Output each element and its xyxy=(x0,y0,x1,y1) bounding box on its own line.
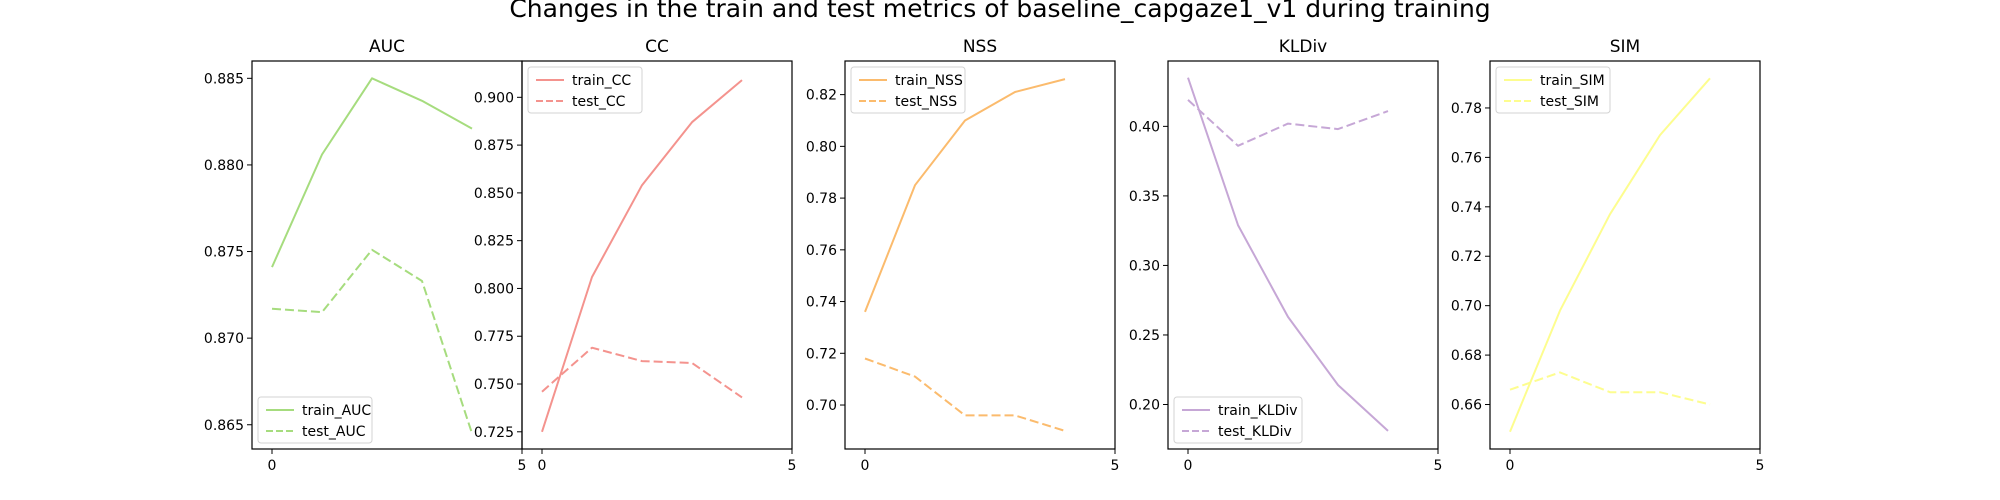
subplot-title: SIM xyxy=(1610,37,1640,57)
x-tick-label: 5 xyxy=(788,458,797,474)
series-line-train_NSS xyxy=(864,78,1066,313)
legend-label: test_CC xyxy=(572,94,626,110)
y-tick-label: 0.885 xyxy=(204,71,244,87)
series-line-test_AUC xyxy=(271,248,473,434)
y-tick-label: 0.35 xyxy=(1129,189,1160,205)
x-tick-label: 0 xyxy=(1184,458,1193,474)
y-tick-label: 0.865 xyxy=(204,418,244,434)
y-tick-label: 0.40 xyxy=(1129,119,1160,135)
y-tick-label: 0.78 xyxy=(806,191,837,207)
y-tick-label: 0.750 xyxy=(474,377,514,393)
y-tick-label: 0.76 xyxy=(1451,150,1482,166)
series-line-test_KLDiv xyxy=(1187,99,1389,147)
y-tick-label: 0.900 xyxy=(474,90,514,106)
legend-label: test_SIM xyxy=(1540,94,1599,110)
series-line-test_CC xyxy=(541,346,743,399)
y-tick-label: 0.850 xyxy=(474,186,514,202)
y-tick-label: 0.30 xyxy=(1129,258,1160,274)
y-tick-label: 0.20 xyxy=(1129,397,1160,413)
x-tick-label: 0 xyxy=(538,458,547,474)
x-tick-label: 5 xyxy=(1434,458,1443,474)
series-line-train_SIM xyxy=(1509,77,1711,433)
y-tick-label: 0.80 xyxy=(806,139,837,155)
y-tick-label: 0.76 xyxy=(806,243,837,259)
y-tick-label: 0.25 xyxy=(1129,328,1160,344)
subplot-sim: SIM 0.66 0.68 0.70 0.72 0.74 0.76 0.78 0 5 train_S… xyxy=(1451,37,1765,474)
series-line-test_SIM xyxy=(1509,371,1711,406)
series-line-test_NSS xyxy=(864,357,1066,432)
subplot-title: NSS xyxy=(963,37,997,57)
axes-frame xyxy=(1489,60,1761,450)
subplot-title: AUC xyxy=(369,37,405,57)
x-tick-label: 0 xyxy=(1506,458,1515,474)
y-tick-label: 0.875 xyxy=(474,138,514,154)
x-tick-label: 5 xyxy=(518,458,527,474)
legend-label: test_AUC xyxy=(302,424,366,440)
legend-label: test_KLDiv xyxy=(1218,424,1292,440)
legend-label: test_NSS xyxy=(895,94,957,110)
y-tick-label: 0.68 xyxy=(1451,348,1482,364)
subplot-cc: CC 0.725 0.750 0.775 0.800 0.825 0.850 0.875 0.9… xyxy=(474,37,797,474)
y-tick-label: 0.870 xyxy=(204,331,244,347)
figure-title: Changes in the train and test metrics of… xyxy=(509,0,1491,23)
x-tick-label: 0 xyxy=(861,458,870,474)
subplot-kldiv: KLDiv 0.20 0.25 0.30 0.35 0.40 0 5 train_KLDivte… xyxy=(1129,37,1443,474)
subplot-title: KLDiv xyxy=(1279,37,1328,57)
y-tick-label: 0.880 xyxy=(204,158,244,174)
y-tick-label: 0.66 xyxy=(1451,398,1482,414)
series-line-train_CC xyxy=(541,79,743,433)
x-tick-label: 5 xyxy=(1111,458,1120,474)
series-line-train_KLDiv xyxy=(1187,77,1389,432)
y-tick-label: 0.72 xyxy=(806,346,837,362)
legend-label: train_KLDiv xyxy=(1218,403,1298,419)
y-tick-label: 0.825 xyxy=(474,234,514,250)
legend-label: train_CC xyxy=(572,73,631,89)
axes-frame xyxy=(521,60,793,450)
y-tick-label: 0.70 xyxy=(806,398,837,414)
y-tick-label: 0.74 xyxy=(806,295,837,311)
y-tick-label: 0.72 xyxy=(1451,249,1482,265)
y-tick-label: 0.775 xyxy=(474,329,514,345)
subplot-nss: NSS 0.70 0.72 0.74 0.76 0.78 0.80 0.82 0 5 train_N… xyxy=(806,37,1120,474)
series-line-train_AUC xyxy=(271,77,473,268)
legend-label: train_AUC xyxy=(302,403,371,419)
y-tick-label: 0.82 xyxy=(806,88,837,104)
legend-label: train_NSS xyxy=(895,73,963,89)
y-tick-label: 0.70 xyxy=(1451,299,1482,315)
x-tick-label: 0 xyxy=(268,458,277,474)
y-tick-label: 0.800 xyxy=(474,281,514,297)
y-tick-label: 0.875 xyxy=(204,245,244,261)
axes-frame xyxy=(1167,60,1439,450)
legend-label: train_SIM xyxy=(1540,73,1605,89)
x-tick-label: 5 xyxy=(1756,458,1765,474)
y-tick-label: 0.725 xyxy=(474,425,514,441)
y-tick-label: 0.74 xyxy=(1451,200,1482,216)
axes-frame xyxy=(844,60,1116,450)
subplot-title: CC xyxy=(645,37,669,57)
y-tick-label: 0.78 xyxy=(1451,101,1482,117)
